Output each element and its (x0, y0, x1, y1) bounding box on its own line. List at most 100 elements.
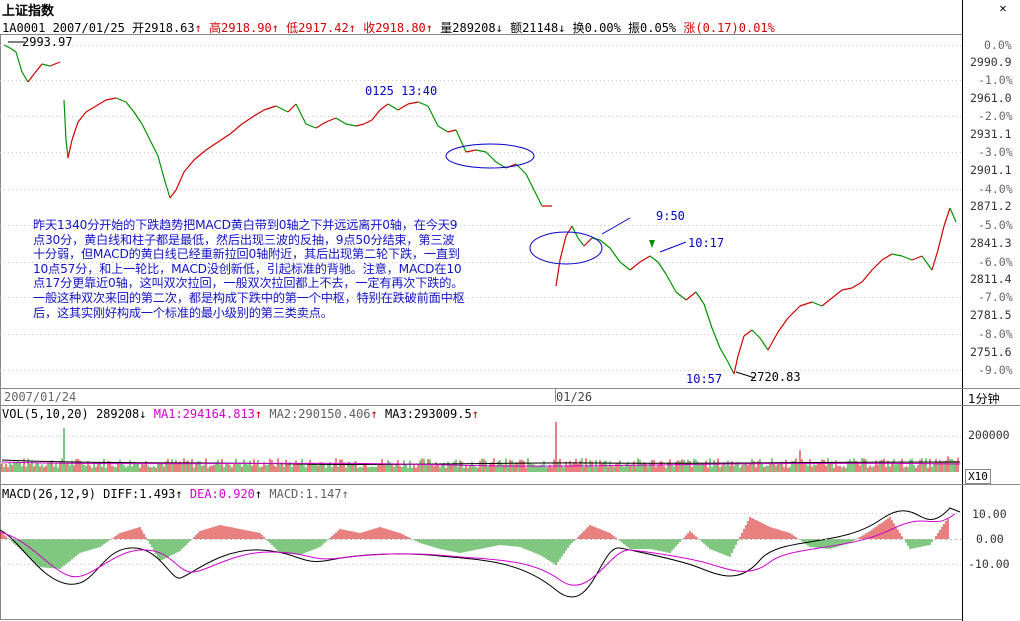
price-segment (305, 123, 317, 129)
vol-name: VOL(5,10,20) (2, 407, 89, 421)
price-segment (465, 149, 477, 153)
price-axis-label: 2781.5 (970, 308, 1012, 322)
vol-ma2: MA2:290150.406 (269, 407, 371, 421)
price-segment (719, 347, 729, 363)
price-segment (105, 97, 117, 101)
price-line (3, 44, 957, 375)
price-segment (821, 297, 833, 307)
price-segment (751, 329, 761, 339)
vol-value: 289208 (95, 407, 140, 421)
price-segment (15, 51, 23, 73)
arrow-down-icon: ↓ (558, 21, 566, 35)
price-segment (21, 71, 29, 83)
price-segment (417, 101, 429, 107)
highlight-oval-1 (445, 143, 535, 169)
pct-axis-label: -4.0% (978, 182, 1013, 196)
price-segment (27, 73, 35, 83)
price-segment (95, 99, 107, 107)
price-segment (149, 139, 159, 157)
price-segment (831, 289, 843, 299)
arrow-up-icon: ↑ (341, 487, 349, 501)
arrow-up-icon: ↑ (271, 21, 279, 35)
price-segment (345, 123, 357, 127)
macd-name: MACD(26,12,9) (2, 487, 96, 501)
prev-high-label: 2993.97 (22, 35, 73, 49)
price-segment (639, 255, 651, 263)
close-icon[interactable]: ✕ (999, 1, 1007, 15)
price-segment (379, 103, 389, 111)
price-segment (387, 103, 399, 111)
vol-multiplier[interactable]: X10 (965, 469, 991, 484)
macd-diff: DIFF:1.493 (103, 487, 176, 501)
low-marker-line (735, 371, 756, 379)
vol-ma1: MA1:294164.813 (153, 407, 255, 421)
price-segment (275, 105, 289, 113)
price-segment (407, 101, 419, 105)
price-segment (263, 105, 277, 111)
price-axis-label: 2841.3 (970, 236, 1012, 250)
macd-dea: DEA:0.920 (189, 487, 255, 501)
price-segment (371, 109, 381, 121)
price-segment (447, 129, 457, 133)
price-segment (841, 287, 853, 291)
price-segment (911, 255, 923, 261)
arrow-950 (601, 217, 631, 235)
price-segment (355, 123, 365, 127)
price-segment (891, 253, 903, 257)
price-segment (533, 189, 543, 207)
period-selector[interactable]: 1分钟 (968, 392, 1000, 406)
macd-axis-0: 0.00 (976, 532, 1004, 546)
price-segment (649, 255, 659, 263)
dea-line (0, 513, 956, 586)
price-axis-label: 2901.1 (970, 163, 1012, 177)
price-segment (619, 261, 631, 271)
highlight-oval-2 (529, 231, 603, 265)
price-axis-label: 2961.0 (970, 91, 1012, 105)
price-segment (811, 301, 823, 307)
price-segment (799, 301, 813, 307)
vol-ma3: MA3:293009.5 (385, 407, 472, 421)
time-peak-label: 0125 13:40 (365, 84, 438, 98)
macd-histogram (0, 517, 949, 569)
price-segment (163, 177, 171, 199)
diff-line (0, 507, 961, 598)
price-segment (363, 119, 373, 125)
time-950-label: 9:50 (656, 209, 685, 223)
price-segment (871, 259, 883, 271)
price-axis-label: 2931.1 (970, 127, 1012, 141)
price-segment (193, 149, 207, 161)
analysis-annotation: 昨天1340分开始的下跌趋势把MACD黄白带到0轴之下并远远离开0轴，在今天9点… (33, 218, 465, 320)
pct-axis-label: -3.0% (978, 145, 1013, 159)
pct-axis-label: -7.0% (978, 290, 1013, 304)
price-segment (759, 337, 769, 351)
price-segment (733, 355, 739, 375)
pct-axis-label: -6.0% (978, 255, 1013, 269)
chart-frame (0, 34, 963, 620)
arrow-up-icon: ↑ (471, 407, 479, 421)
price-segment (485, 151, 497, 163)
price-segment (943, 207, 951, 227)
price-segment (77, 111, 87, 123)
pct-axis-label: 0.0% (984, 38, 1012, 52)
arrow-up-icon: ↑ (425, 21, 434, 35)
vol-ma-line (1, 461, 961, 467)
price-segment (743, 329, 753, 337)
change: 涨(0.17)0.01% (683, 21, 775, 35)
price-segment (33, 63, 43, 75)
code-date: 1A0001 2007/01/25 (2, 21, 125, 35)
price-segment (937, 225, 945, 251)
price-segment (711, 327, 721, 349)
price-segment (65, 139, 69, 159)
volume: 量289208 (440, 21, 496, 35)
price-segment (475, 149, 487, 153)
quote-row: 1A0001 2007/01/25 开2918.63↑ 高2918.90↑ 低2… (2, 19, 775, 36)
price-segment (175, 171, 185, 191)
price-segment (217, 133, 231, 143)
arrow-1017 (659, 241, 687, 253)
price-segment (559, 235, 567, 261)
price-segment (115, 97, 127, 103)
price-segment (287, 103, 297, 113)
price-segment (49, 61, 61, 67)
arrow-up-icon: ↑ (194, 21, 202, 35)
